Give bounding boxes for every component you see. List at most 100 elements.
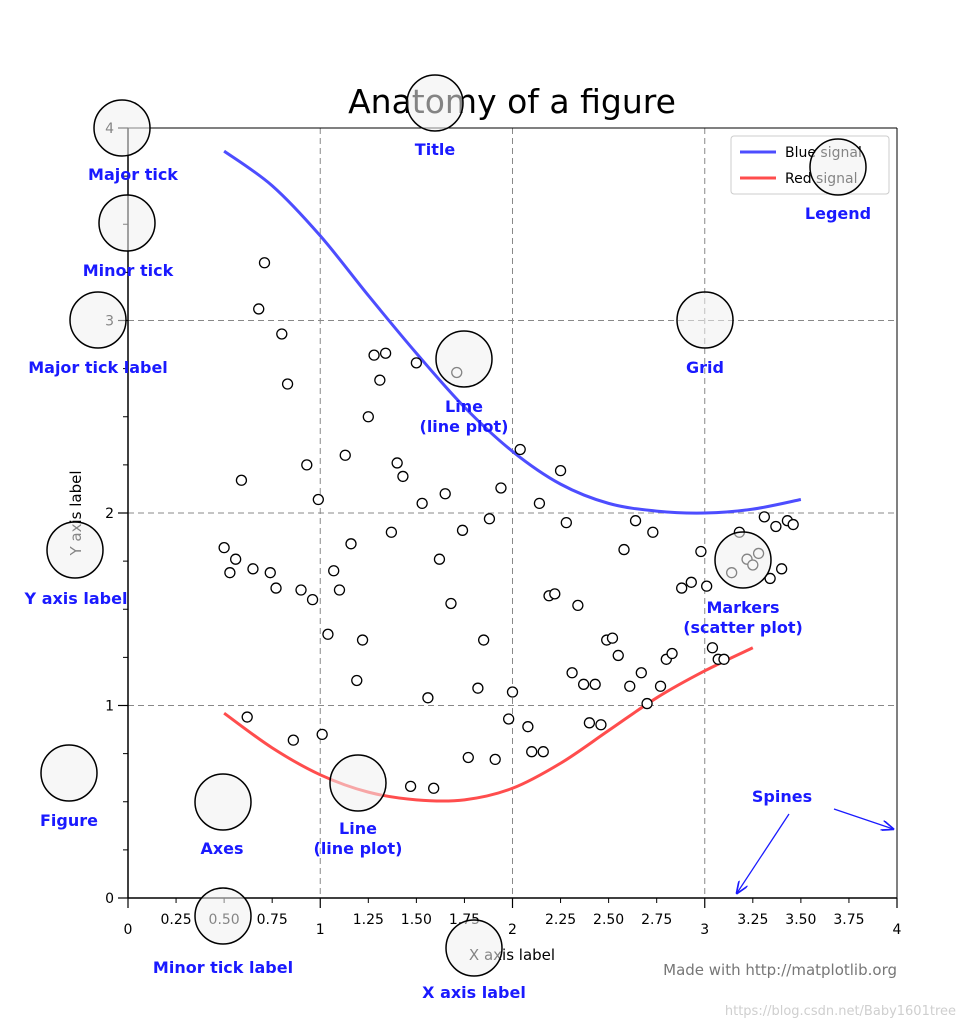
x-minor-tick-label: 2.50 — [593, 912, 624, 928]
scatter-marker — [495, 482, 507, 494]
chart-title: Anatomy of a figure — [348, 82, 676, 121]
scatter-marker — [718, 653, 730, 665]
scatter-marker — [654, 680, 667, 692]
scatter-marker — [439, 488, 451, 500]
scatter-marker — [456, 524, 469, 536]
annotation-label-line: Title — [415, 140, 456, 159]
annotation-label: Minor tick — [83, 261, 174, 280]
scatter-marker — [695, 545, 707, 558]
scatter-marker — [351, 674, 363, 687]
scatter-marker — [339, 449, 351, 461]
scatter-marker — [422, 692, 434, 704]
scatter-marker — [397, 470, 409, 483]
y-major-tick-label: 1 — [105, 699, 114, 715]
x-major-tick-label: 4 — [893, 922, 902, 938]
annotation-label: Markers (scatter plot) — [683, 598, 803, 637]
scatter-marker — [306, 593, 319, 606]
annotation-label: Figure — [40, 811, 98, 830]
scatter-marker — [356, 634, 369, 646]
annotation-label-line: (scatter plot) — [683, 618, 803, 637]
annotation-label: Minor tick label — [153, 958, 293, 977]
scatter-marker — [224, 567, 236, 579]
annotation-circle — [93, 99, 151, 157]
scatter-marker — [322, 628, 334, 640]
scatter-marker — [312, 493, 324, 506]
annotation-circle — [435, 330, 493, 388]
scatter-marker — [433, 553, 446, 565]
scatter-marker — [583, 717, 596, 729]
scatter-marker — [404, 780, 417, 792]
y-major-tick-label: 2 — [105, 506, 114, 522]
annotation-label-line: Minor tick — [83, 261, 174, 280]
scatter-marker — [533, 497, 546, 510]
series-line — [223, 646, 754, 803]
annotation-circle — [46, 521, 104, 579]
scatter-marker — [676, 582, 688, 594]
scatter-marker — [281, 378, 294, 390]
annotation-label: Axes — [200, 839, 243, 858]
annotation-circle — [98, 194, 156, 252]
scatter-marker — [764, 572, 776, 585]
scatter-marker — [577, 678, 590, 690]
x-minor-tick-label: 0.75 — [257, 912, 288, 928]
annotation-circle — [445, 919, 503, 977]
x-major-tick-label: 1 — [316, 922, 325, 938]
annotation-label-line: Line — [445, 397, 483, 416]
scatter-marker — [416, 497, 428, 510]
scatter-marker — [328, 565, 340, 577]
scatter-marker — [218, 542, 230, 554]
annotation-label: Major tick — [88, 165, 178, 184]
scatter-marker — [368, 349, 380, 361]
annotation-label-line: (line plot) — [420, 417, 509, 436]
scatter-marker — [287, 734, 299, 746]
x-major-tick-label: 3 — [700, 922, 709, 938]
footer-credit: Made with http://matplotlib.org — [663, 961, 897, 979]
scatter-marker — [241, 711, 253, 723]
x-minor-tick-label: 1.25 — [353, 912, 384, 928]
x-minor-tick-label: 3.25 — [737, 912, 768, 928]
scatter-marker — [641, 697, 653, 710]
annotation-circles — [40, 74, 867, 977]
x-minor-tick-label: 1.50 — [401, 912, 432, 928]
scatter-marker — [595, 719, 607, 731]
y-major-tick-label: 0 — [105, 891, 114, 907]
annotation-label: Y axis label — [24, 589, 128, 608]
scatter-marker — [472, 682, 484, 694]
scatter-marker — [270, 582, 282, 594]
annotation-label-line: Minor tick label — [153, 958, 293, 977]
scatter-marker — [235, 474, 248, 486]
scatter-marker — [537, 746, 549, 758]
annotation-label-line: Major tick label — [28, 358, 168, 377]
scatter-marker — [345, 538, 357, 550]
x-minor-tick-label: 3.75 — [833, 912, 864, 928]
annotation-label: Title — [415, 140, 456, 159]
scatter-marker — [635, 667, 647, 679]
scatter-marker — [379, 347, 392, 359]
scatter-marker — [301, 459, 313, 471]
scatter-marker — [685, 576, 697, 588]
scatter-marker — [503, 713, 515, 725]
annotation-circle — [809, 138, 867, 196]
annotation-label-line: Axes — [200, 839, 243, 858]
annotation-label: X axis label — [422, 983, 526, 1002]
annotation-circle — [406, 74, 464, 132]
ticks: 012340.250.500.751.251.501.752.252.502.7… — [105, 121, 901, 938]
scatter-marker — [776, 563, 788, 575]
annotation-circle — [194, 887, 252, 945]
scatter-marker — [462, 751, 474, 764]
scatter-marker — [526, 746, 538, 758]
scatter-marker — [554, 464, 567, 477]
scatter-marker — [316, 728, 328, 741]
scatter-marker — [333, 584, 346, 596]
scatter-marker — [701, 580, 713, 592]
spines — [127, 127, 898, 899]
scatter-marker — [572, 599, 584, 612]
x-major-tick-label: 2 — [508, 922, 517, 938]
series — [218, 149, 802, 803]
annotation-label: Line (line plot) — [420, 397, 509, 436]
scatter-marker — [629, 515, 642, 527]
annotation-label-line: Y axis label — [24, 589, 128, 608]
